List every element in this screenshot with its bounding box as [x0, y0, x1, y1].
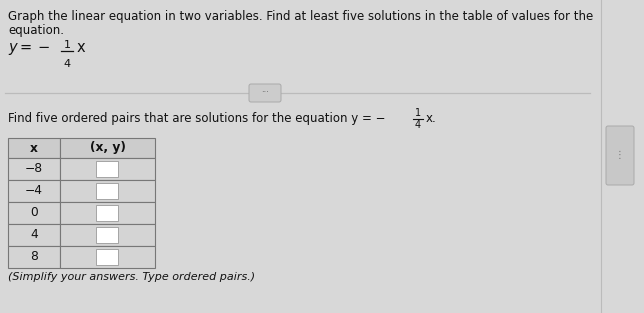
Bar	[8, 246, 60, 268]
Bar	[60, 158, 155, 180]
Text: 8: 8	[30, 250, 38, 264]
Bar	[97, 183, 118, 199]
Text: Graph the linear equation in two variables. Find at least five solutions in the : Graph the linear equation in two variabl…	[8, 10, 593, 23]
Bar	[97, 249, 118, 265]
Text: (Simplify your answers. Type ordered pairs.): (Simplify your answers. Type ordered pai…	[8, 272, 255, 282]
FancyBboxPatch shape	[606, 126, 634, 185]
Bar	[8, 158, 60, 180]
Text: 1: 1	[415, 108, 421, 118]
Bar	[8, 224, 60, 246]
Bar	[8, 180, 60, 202]
Text: ···: ···	[261, 89, 269, 98]
Text: ⋮: ⋮	[615, 150, 625, 160]
Text: 1: 1	[64, 40, 70, 50]
Text: 4: 4	[64, 59, 71, 69]
Text: (x, y): (x, y)	[90, 141, 126, 155]
Bar	[97, 205, 118, 221]
Text: −8: −8	[25, 162, 43, 176]
Text: 4: 4	[30, 228, 38, 242]
Bar	[60, 202, 155, 224]
Bar	[60, 138, 155, 158]
Text: x.: x.	[426, 112, 437, 125]
Text: x: x	[30, 141, 38, 155]
Bar	[97, 161, 118, 177]
Text: −4: −4	[25, 184, 43, 198]
Text: x: x	[77, 40, 86, 55]
Bar	[97, 227, 118, 243]
Text: 4: 4	[415, 120, 421, 130]
Text: Find five ordered pairs that are solutions for the equation y = −: Find five ordered pairs that are solutio…	[8, 112, 386, 125]
FancyBboxPatch shape	[249, 84, 281, 102]
Bar	[60, 180, 155, 202]
Text: $y = -$: $y = -$	[8, 41, 51, 57]
Text: 0: 0	[30, 207, 38, 219]
Bar	[8, 138, 60, 158]
Bar	[8, 202, 60, 224]
Bar	[60, 246, 155, 268]
Bar	[60, 224, 155, 246]
Text: equation.: equation.	[8, 24, 64, 37]
